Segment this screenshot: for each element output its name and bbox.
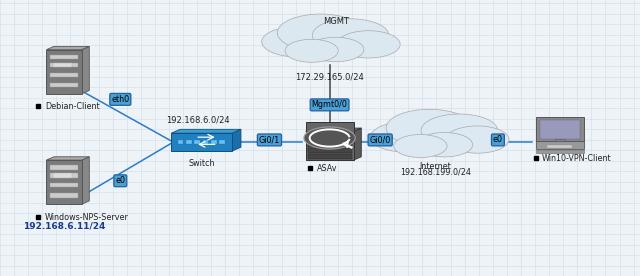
FancyBboxPatch shape (547, 145, 572, 148)
Text: Gi0/0: Gi0/0 (369, 136, 391, 144)
Text: Windows-NPS-Server: Windows-NPS-Server (45, 213, 129, 222)
FancyBboxPatch shape (219, 140, 225, 144)
FancyBboxPatch shape (172, 133, 232, 151)
Polygon shape (82, 157, 90, 204)
FancyBboxPatch shape (51, 83, 78, 87)
Text: Mgmt0/0: Mgmt0/0 (312, 100, 348, 109)
Text: e0: e0 (115, 176, 125, 185)
Polygon shape (232, 129, 241, 151)
FancyBboxPatch shape (536, 150, 584, 153)
Text: 172.29.165.0/24: 172.29.165.0/24 (295, 73, 364, 82)
FancyBboxPatch shape (53, 63, 72, 67)
Circle shape (371, 122, 440, 152)
Circle shape (277, 14, 364, 51)
FancyBboxPatch shape (202, 140, 209, 144)
Circle shape (445, 126, 509, 153)
Text: 192.168.6.11/24: 192.168.6.11/24 (23, 222, 105, 231)
FancyBboxPatch shape (536, 117, 584, 141)
FancyBboxPatch shape (51, 55, 78, 59)
FancyBboxPatch shape (47, 160, 82, 204)
FancyBboxPatch shape (540, 120, 580, 139)
Circle shape (307, 37, 364, 62)
Polygon shape (47, 46, 90, 50)
FancyBboxPatch shape (51, 73, 78, 77)
FancyBboxPatch shape (308, 142, 352, 147)
Circle shape (285, 39, 339, 62)
FancyBboxPatch shape (555, 139, 565, 143)
FancyBboxPatch shape (51, 63, 78, 67)
FancyBboxPatch shape (195, 140, 200, 144)
Polygon shape (354, 128, 361, 160)
FancyBboxPatch shape (186, 140, 192, 144)
Circle shape (394, 134, 447, 158)
Circle shape (416, 132, 473, 157)
Circle shape (421, 114, 498, 147)
FancyBboxPatch shape (308, 154, 352, 159)
FancyBboxPatch shape (178, 140, 184, 144)
Text: 192.168.199.0/24: 192.168.199.0/24 (400, 168, 470, 177)
FancyBboxPatch shape (47, 50, 82, 94)
Circle shape (262, 27, 332, 57)
Circle shape (304, 127, 355, 149)
FancyBboxPatch shape (306, 123, 354, 160)
FancyBboxPatch shape (211, 140, 216, 144)
FancyBboxPatch shape (536, 141, 584, 149)
Text: e0: e0 (493, 136, 503, 144)
FancyBboxPatch shape (51, 165, 78, 170)
Circle shape (312, 19, 389, 52)
Text: eth0: eth0 (111, 95, 129, 104)
Text: Win10-VPN-Client: Win10-VPN-Client (542, 154, 612, 163)
Text: Gi0/1: Gi0/1 (259, 136, 280, 144)
Text: ASAv: ASAv (317, 164, 337, 173)
Text: 192.168.6.0/24: 192.168.6.0/24 (166, 116, 230, 124)
FancyBboxPatch shape (51, 183, 78, 187)
Text: Debian-Client: Debian-Client (45, 102, 99, 111)
Text: Internet: Internet (419, 162, 451, 171)
FancyBboxPatch shape (53, 173, 72, 178)
Text: MGMT: MGMT (323, 17, 349, 26)
Text: Switch: Switch (188, 159, 215, 168)
Polygon shape (172, 129, 241, 133)
FancyBboxPatch shape (308, 148, 352, 153)
Polygon shape (82, 46, 90, 94)
FancyBboxPatch shape (51, 173, 78, 178)
Circle shape (386, 109, 473, 147)
Polygon shape (306, 128, 361, 131)
Circle shape (337, 31, 400, 58)
Polygon shape (47, 157, 90, 160)
FancyBboxPatch shape (51, 193, 78, 198)
